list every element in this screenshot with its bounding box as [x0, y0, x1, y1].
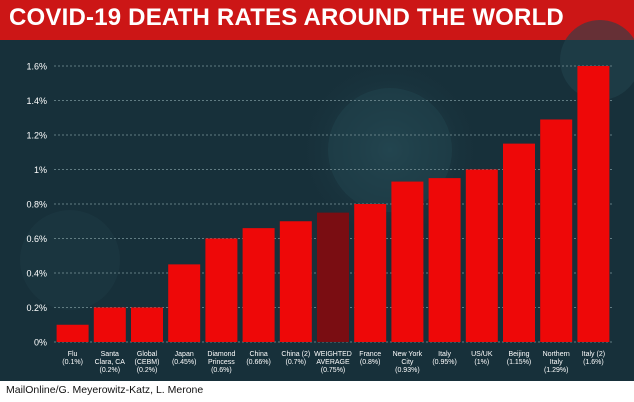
y-tick-label: 1.2% [26, 131, 47, 141]
y-tick-label: 0.6% [26, 234, 47, 244]
x-tick-label: Northern Italy (1.29%) [543, 351, 570, 374]
bar [503, 143, 535, 342]
x-tick-label: Italy (0.95%) [432, 351, 457, 366]
x-tick-label: US/UK (1%) [471, 351, 493, 366]
bar [354, 204, 387, 342]
y-tick-label: 1.6% [26, 62, 47, 72]
bar [242, 228, 275, 342]
x-tick-label: Beijing (1.15%) [507, 351, 532, 366]
y-tick-label: 1.4% [26, 96, 47, 106]
y-tick-label: 0.4% [26, 269, 47, 279]
bar [131, 307, 163, 342]
bar [56, 324, 89, 342]
x-tick-label: Flu (0.1%) [62, 351, 83, 366]
x-tick-label: France (0.8%) [359, 351, 381, 366]
bar [428, 178, 461, 342]
source-credit: MailOnline/G. Meyerowitz-Katz, L. Merone [6, 384, 204, 396]
x-tick-label: China (2) (0.7%) [281, 351, 310, 366]
chart-title: COVID-19 DEATH RATES AROUND THE WORLD [9, 4, 564, 31]
bar [391, 181, 424, 342]
bar [93, 307, 126, 342]
bar [168, 264, 201, 342]
x-tick-label: Santa Clara, CA (0.2%) [95, 351, 126, 374]
y-tick-label: 0.2% [26, 303, 47, 313]
x-tick-label: Italy (2) (1.6%) [582, 351, 605, 366]
x-tick-label: China (0.66%) [246, 351, 271, 366]
x-tick-label: Diamond Princess (0.6%) [207, 351, 235, 374]
x-tick-label: Japan (0.45%) [172, 351, 197, 366]
y-tick-label: 1% [34, 165, 47, 175]
bar [317, 212, 349, 342]
bar [540, 119, 573, 342]
bar [279, 221, 312, 342]
x-tick-label: WEIGHTED AVERAGE (0.75%) [314, 351, 352, 374]
x-tick-label: New York City (0.93%) [393, 351, 423, 374]
x-tick-label: Global (CEBM) (0.2%) [135, 351, 160, 374]
bar [205, 238, 238, 342]
bar [465, 169, 498, 342]
title-bar: COVID-19 DEATH RATES AROUND THE WORLD [0, 0, 634, 40]
bar [577, 66, 610, 342]
y-tick-label: 0% [34, 338, 47, 348]
y-tick-label: 0.8% [26, 200, 47, 210]
